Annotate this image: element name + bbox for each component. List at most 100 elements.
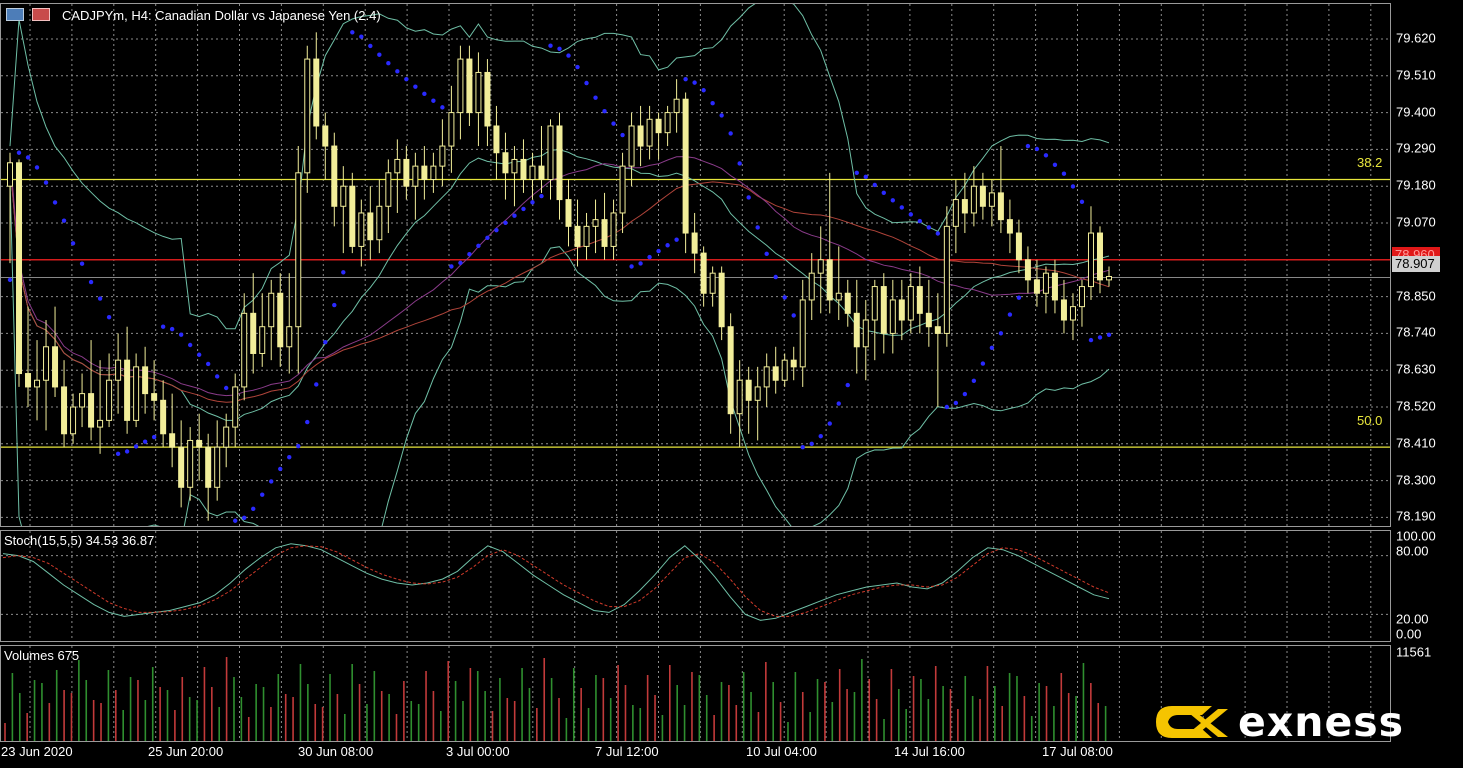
price-tick-label: 78.520: [1396, 398, 1436, 414]
time-tick-label: 25 Jun 20:00: [148, 744, 224, 759]
candle-body: [664, 112, 671, 134]
parabolic-sar-dot: [575, 64, 580, 70]
candle-body: [196, 439, 203, 448]
parabolic-sar-dot: [233, 518, 238, 523]
parabolic-sar-dot: [755, 225, 760, 230]
parabolic-sar-dot: [692, 80, 697, 85]
brand-name: exness: [1238, 698, 1405, 746]
volumes-label: Volumes 675: [4, 648, 80, 663]
candle-body: [817, 259, 824, 274]
parabolic-sar-dot: [251, 506, 256, 512]
candle-body: [1051, 272, 1058, 301]
candle-body: [961, 199, 968, 214]
volumes-pane[interactable]: [0, 645, 1391, 742]
parabolic-sar-dot: [611, 121, 616, 126]
parabolic-sar-dot: [1106, 332, 1112, 337]
candle-body: [619, 165, 626, 214]
candle-body: [952, 199, 959, 227]
candle-body: [142, 366, 149, 395]
candle-body: [106, 379, 113, 421]
parabolic-sar-dot: [350, 30, 355, 35]
parabolic-sar-dot: [43, 180, 49, 185]
candle-body: [259, 326, 266, 354]
candle-body: [97, 419, 104, 428]
fib-label-50: 50.0: [1357, 413, 1383, 428]
candle-body: [286, 326, 293, 348]
parabolic-sar-dot: [1025, 143, 1031, 149]
candle-body: [718, 272, 725, 328]
parabolic-sar-dot: [674, 237, 679, 242]
time-tick-label: 14 Jul 16:00: [894, 744, 965, 759]
parabolic-sar-dot: [187, 342, 193, 348]
candle-body: [34, 379, 41, 388]
candle-body: [970, 185, 977, 214]
parabolic-sar-dot: [278, 466, 283, 472]
candle-body: [565, 199, 572, 227]
parabolic-sar-dot: [710, 101, 715, 106]
parabolic-sar-dot: [404, 76, 409, 82]
parabolic-sar-dot: [332, 302, 337, 308]
parabolic-sar-dot: [935, 231, 941, 236]
parabolic-sar-dot: [214, 374, 220, 379]
candle-body: [205, 446, 212, 488]
parabolic-sar-dot: [629, 264, 634, 269]
price-chart-pane[interactable]: [0, 3, 1391, 527]
time-tick-label: 23 Jun 2020: [1, 744, 73, 759]
parabolic-sar-dot: [899, 205, 905, 210]
candle-body: [1106, 276, 1112, 281]
candle-body: [16, 162, 23, 375]
candle-body: [1060, 299, 1067, 321]
parabolic-sar-dot: [151, 434, 157, 440]
candle-body: [304, 58, 311, 174]
parabolic-sar-dot: [242, 515, 247, 521]
price-tick-label: 78.300: [1396, 472, 1436, 488]
time-tick-label: 30 Jun 08:00: [298, 744, 374, 759]
parabolic-sar-dot: [88, 279, 94, 285]
volumes-canvas[interactable]: [1, 646, 1390, 741]
candle-body: [628, 125, 635, 167]
candle-body: [430, 165, 437, 181]
parabolic-sar-dot: [196, 352, 202, 357]
stochastic-pane[interactable]: [0, 530, 1391, 642]
candle-body: [997, 192, 1004, 221]
parabolic-sar-dot: [557, 46, 562, 51]
parabolic-sar-dot: [647, 254, 652, 260]
parabolic-sar-dot: [260, 492, 265, 497]
price-tick-label: 79.070: [1396, 214, 1436, 230]
parabolic-sar-dot: [620, 132, 625, 138]
parabolic-sar-dot: [458, 260, 463, 266]
candle-body: [457, 58, 464, 114]
candle-body: [115, 359, 122, 381]
candle-body: [448, 112, 455, 147]
parabolic-sar-dot: [863, 174, 868, 180]
parabolic-sar-dot: [79, 261, 85, 266]
price-tick-label: 79.620: [1396, 30, 1436, 46]
candle-body: [979, 185, 986, 207]
candle-body: [169, 433, 176, 448]
parabolic-sar-dot: [115, 451, 121, 457]
time-tick-label: 10 Jul 04:00: [746, 744, 817, 759]
candle-body: [250, 312, 257, 354]
chart-icon[interactable]: [32, 8, 50, 21]
parabolic-sar-dot: [160, 324, 166, 329]
exness-logo: exness: [1150, 698, 1405, 746]
price-chart-canvas[interactable]: [1, 4, 1390, 526]
candle-body: [376, 205, 383, 241]
price-tick-label: 79.180: [1396, 177, 1436, 193]
parabolic-sar-dot: [70, 241, 76, 246]
parabolic-sar-dot: [503, 220, 508, 225]
candle-body: [502, 152, 509, 174]
time-tick-label: 3 Jul 00:00: [446, 744, 510, 759]
parabolic-sar-dot: [854, 170, 859, 176]
bollinger-upper: [9, 4, 1110, 330]
parabolic-sar-dot: [1034, 146, 1040, 152]
candle-body: [439, 145, 446, 167]
parabolic-sar-dot: [467, 251, 472, 257]
candle-body: [1042, 272, 1049, 294]
stochastic-canvas[interactable]: [1, 531, 1390, 641]
candle-body: [835, 292, 842, 301]
window-icon[interactable]: [6, 8, 24, 21]
candle-body: [898, 299, 905, 321]
time-tick-label: 7 Jul 12:00: [595, 744, 659, 759]
parabolic-sar-dot: [773, 274, 778, 280]
